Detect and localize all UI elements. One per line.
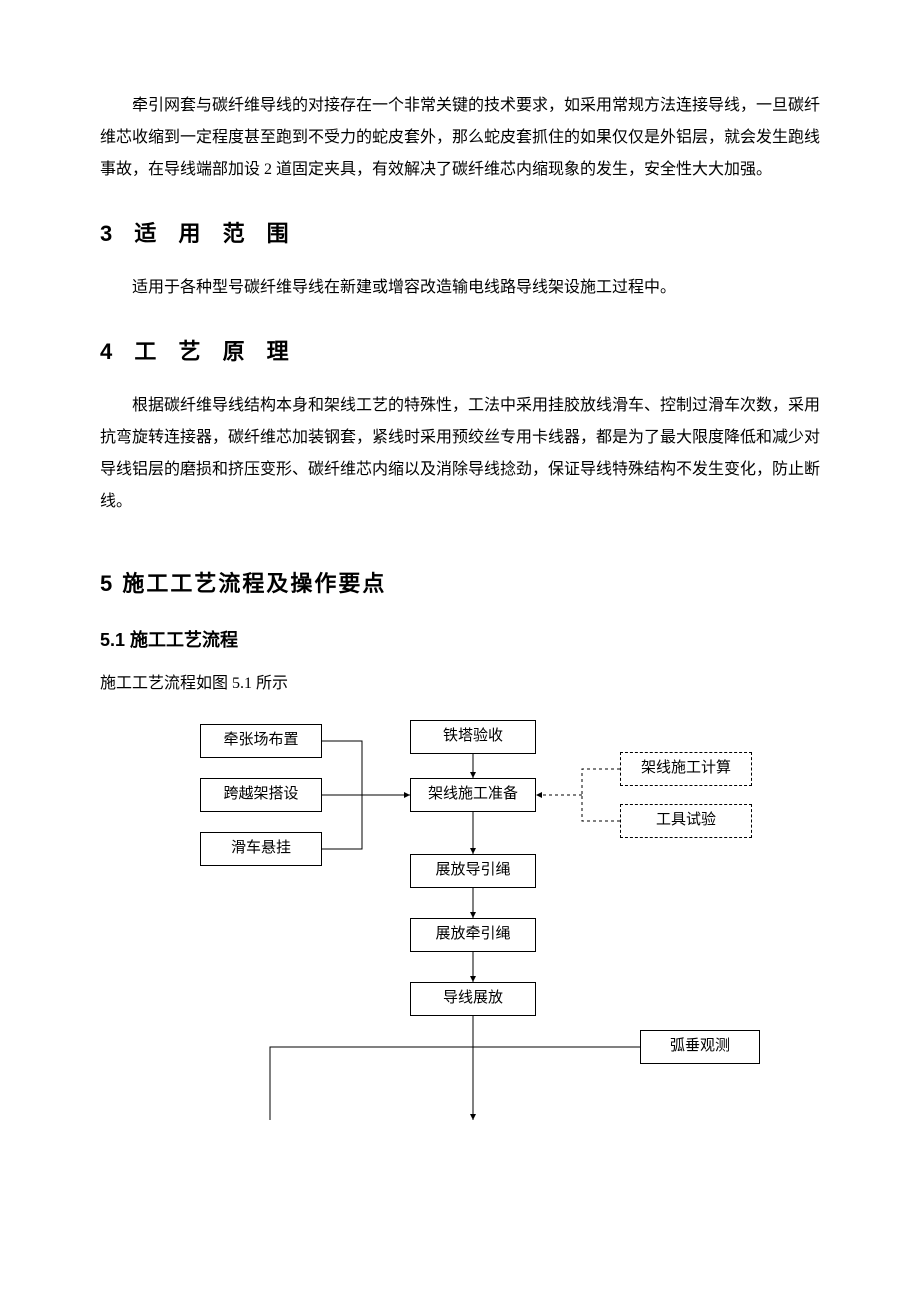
flowchart: 铁塔验收 牵张场布置架线施工准备 跨越架搭设滑车悬挂 架线施工计算工具试验展放导引绳展… — [100, 720, 820, 1140]
flow-node-n_left3: 滑车悬挂 — [200, 832, 322, 866]
scope-paragraph: 适用于各种型号碳纤维导线在新建或增容改造输电线路导线架设施工过程中。 — [100, 272, 820, 304]
heading-5-process: 5 施工工艺流程及操作要点 — [100, 566, 820, 598]
figure-caption: 施工工艺流程如图 5.1 所示 — [100, 668, 820, 700]
flow-node-n_left2: 跨越架搭设 — [200, 778, 322, 812]
flow-node-n_r1: 架线施工计算 — [620, 752, 752, 786]
heading-4-principle: 4 工 艺 原 理 — [100, 334, 820, 366]
heading-3-scope: 3 适 用 范 围 — [100, 216, 820, 248]
flow-node-n_line: 导线展放 — [410, 982, 536, 1016]
principle-paragraph: 根据碳纤维导线结构本身和架线工艺的特殊性，工法中采用挂胶放线滑车、控制过滑车次数… — [100, 390, 820, 518]
flow-node-n_top: 铁塔验收 — [410, 720, 536, 754]
flow-node-n_left1: 牵张场布置 — [200, 724, 322, 758]
flow-node-n_r2: 工具试验 — [620, 804, 752, 838]
flow-node-n_sag: 弧垂观测 — [640, 1030, 760, 1064]
heading-5-1: 5.1 施工工艺流程 — [100, 626, 820, 652]
flow-node-n_prep: 架线施工准备 — [410, 778, 536, 812]
flow-node-n_pull: 展放牵引绳 — [410, 918, 536, 952]
flow-node-n_guide: 展放导引绳 — [410, 854, 536, 888]
intro-paragraph: 牵引网套与碳纤维导线的对接存在一个非常关键的技术要求，如采用常规方法连接导线，一… — [100, 90, 820, 186]
